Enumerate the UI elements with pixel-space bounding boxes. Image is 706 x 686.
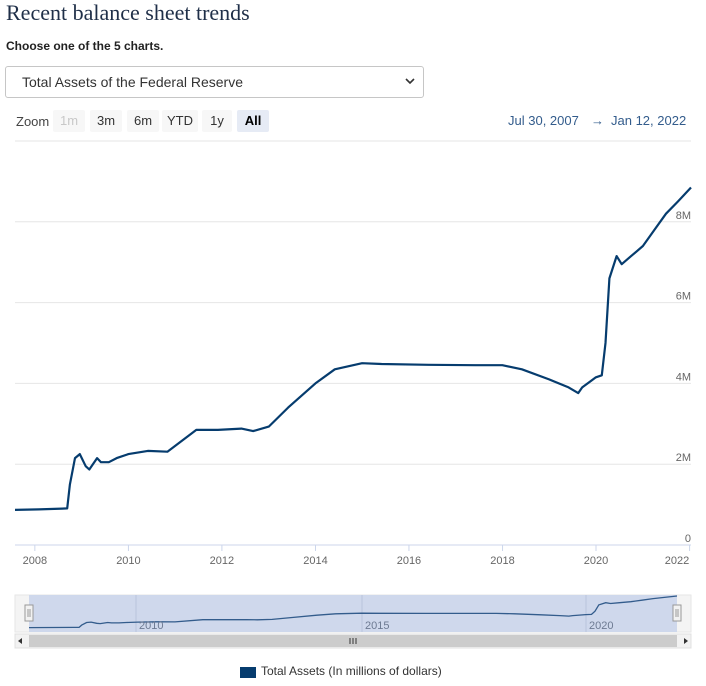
x-tick-label: 2018 [490, 555, 514, 567]
navigator-label-2015: 2015 [365, 620, 389, 632]
legend-label: Total Assets (In millions of dollars) [261, 664, 442, 678]
chart-select[interactable]: Total Assets of the Federal Reserve [5, 66, 424, 98]
scrollbar-grip-icon [349, 638, 357, 644]
y-tick-label: 6M [676, 291, 691, 303]
scroll-left-arrow-icon[interactable] [18, 638, 22, 644]
navigator[interactable]: 2010 2015 2020 [14, 594, 692, 633]
legend-swatch [240, 667, 256, 678]
zoom-ytd-button[interactable]: YTD [162, 110, 198, 132]
chart-select-value: Total Assets of the Federal Reserve [22, 74, 243, 90]
y-tick-label: 2M [676, 452, 691, 464]
series-line-total-assets [14, 186, 692, 511]
navigator-label-2010: 2010 [139, 620, 163, 632]
range-to[interactable]: Jan 12, 2022 [611, 113, 687, 128]
navigator-series-line [28, 595, 678, 629]
x-tick-label: 2022 [665, 555, 689, 567]
zoom-3m-button[interactable]: 3m [90, 110, 122, 132]
range-separator: → [591, 113, 604, 128]
zoom-1y-button[interactable]: 1y [202, 110, 232, 132]
x-tick-label: 2010 [116, 555, 140, 567]
range-from[interactable]: Jul 30, 2007 [508, 113, 579, 128]
navigator-label-2020: 2020 [589, 620, 613, 632]
x-tick-label: 2008 [23, 555, 47, 567]
zoom-label: Zoom [16, 114, 50, 129]
scrollbar[interactable] [14, 633, 692, 649]
navigator-handle-left[interactable] [24, 604, 34, 622]
zoom-6m-button[interactable]: 6m [127, 110, 159, 132]
zoom-1m-button[interactable]: 1m [53, 110, 85, 132]
y-tick-label: 4M [676, 371, 691, 383]
scroll-right-arrow-icon[interactable] [684, 638, 688, 644]
x-tick-label: 2014 [303, 555, 327, 567]
chevron-down-icon [405, 78, 415, 85]
x-tick-label: 2016 [397, 555, 421, 567]
y-tick-label: 0 [685, 533, 691, 545]
page-title: Recent balance sheet trends [6, 0, 250, 25]
x-tick-label: 2012 [210, 555, 234, 567]
y-tick-label: 8M [676, 210, 691, 222]
x-tick-label: 2020 [584, 555, 608, 567]
zoom-all-button[interactable]: All [237, 110, 269, 132]
navigator-handle-right[interactable] [672, 604, 682, 622]
chart-chooser-label: Choose one of the 5 charts. [6, 39, 164, 53]
